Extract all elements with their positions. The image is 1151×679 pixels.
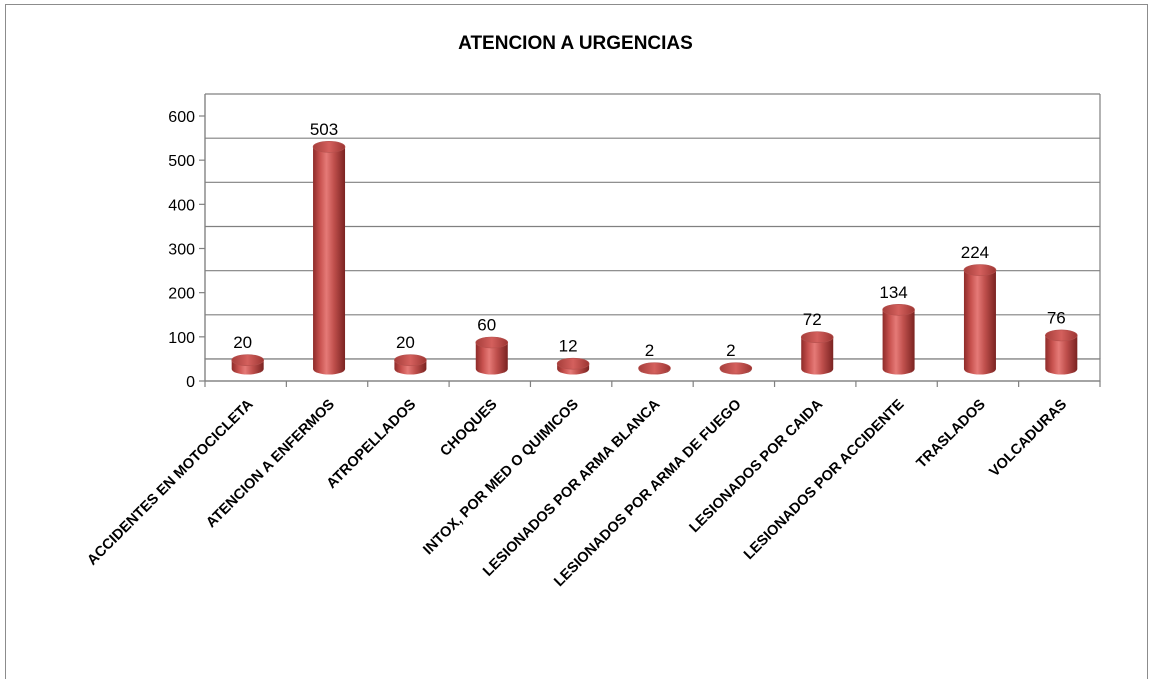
data-label: 224 <box>961 243 989 262</box>
bar-body <box>475 342 508 375</box>
category-label: VOLCADURAS <box>986 396 1070 480</box>
bar-top <box>312 141 346 153</box>
category-label: INTOX, POR MED O QUIMICOS <box>420 396 582 558</box>
category-label: LESIONADOS POR ARMA BLANCA <box>480 396 664 580</box>
bar <box>556 357 590 375</box>
category-label: LESIONADOS POR ARMA DE FUEGO <box>551 397 744 590</box>
category-label: TRASLADOS <box>914 396 989 471</box>
y-tick-label: 200 <box>168 286 195 303</box>
data-label: 60 <box>477 316 496 335</box>
bar-top <box>394 354 427 366</box>
bar-body <box>882 309 915 375</box>
y-tick-label: 100 <box>168 330 195 347</box>
bar-body <box>313 146 346 375</box>
category-label: CHOQUES <box>437 396 500 459</box>
bar <box>475 336 509 375</box>
data-label: 503 <box>310 120 338 139</box>
bar-top <box>800 331 834 344</box>
data-label: 76 <box>1047 308 1066 327</box>
bar-top <box>719 362 753 374</box>
bar-top <box>475 336 509 349</box>
data-label: 134 <box>879 283 907 302</box>
bar <box>394 354 427 375</box>
y-tick-label: 0 <box>186 374 195 391</box>
bar-top <box>882 304 915 316</box>
bars <box>231 141 1078 375</box>
bar <box>963 264 997 375</box>
chart-frame <box>5 4 1148 679</box>
data-label: 12 <box>559 337 578 356</box>
bar <box>231 354 264 375</box>
y-tick-label: 500 <box>168 153 195 170</box>
bar <box>1045 329 1078 375</box>
category-label: ATENCION A ENFERMOS <box>203 396 338 531</box>
chart-title: ATENCION A URGENCIAS <box>458 33 693 54</box>
category-label: LESIONADOS POR ACCIDENTE <box>741 396 908 563</box>
bar-top <box>1045 329 1078 342</box>
category-label: LESIONADOS POR CAIDA <box>687 396 827 536</box>
bar-top <box>556 357 590 370</box>
y-tick-label: 600 <box>168 109 195 126</box>
data-label: 2 <box>645 341 654 360</box>
bar-body <box>801 337 834 375</box>
bar-top <box>231 354 264 366</box>
bar-body <box>1045 335 1078 375</box>
bar-body <box>963 270 996 375</box>
bar <box>882 304 915 375</box>
data-label: 72 <box>803 310 822 329</box>
bar <box>800 331 834 375</box>
data-label: 2 <box>726 341 735 360</box>
bar-top <box>638 362 671 374</box>
axes: 0 100 200 300 400 500 600 <box>168 94 1101 391</box>
y-tick-label: 400 <box>168 197 195 214</box>
bar <box>312 141 346 375</box>
data-label: 20 <box>233 333 252 352</box>
data-label: 20 <box>396 333 415 352</box>
bar <box>719 362 753 375</box>
category-label: ATROPELLADOS <box>324 396 420 492</box>
bar-top <box>963 264 997 276</box>
bar <box>638 362 671 375</box>
y-tick-label: 300 <box>168 242 195 259</box>
category-label: ACCIDENTES EN MOTOCICLETA <box>84 396 257 569</box>
